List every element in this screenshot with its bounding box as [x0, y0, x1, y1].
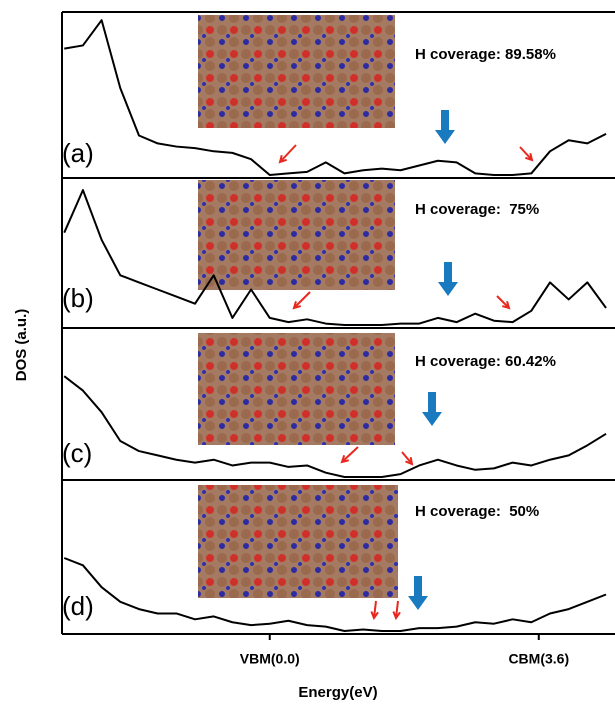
blue-arrow — [408, 576, 428, 610]
blue-arrow — [422, 392, 442, 426]
y-axis-label: DOS (a.u.) — [13, 309, 30, 382]
coverage-annotation: H coverage: 89.58% — [415, 46, 556, 63]
blue-arrow — [438, 262, 458, 296]
structure-inset — [198, 180, 395, 290]
chart: DOS (a.u.) Energy(eV) H coverage: 89.58%… — [0, 0, 615, 704]
x-tick-label: CBM(3.6) — [508, 651, 569, 667]
x-tick-label: VBM(0.0) — [240, 651, 300, 667]
panel-label: (b) — [62, 283, 94, 313]
panel-label: (a) — [62, 138, 94, 168]
x-axis-label: Energy(eV) — [298, 684, 377, 701]
red-arrow — [280, 145, 296, 162]
red-arrow — [342, 447, 358, 462]
structure-inset — [198, 15, 395, 128]
coverage-annotation: H coverage: 75% — [415, 201, 539, 218]
red-arrow — [294, 292, 310, 308]
structure-inset — [198, 485, 398, 598]
blue-arrow — [435, 110, 455, 144]
panel-label: (c) — [62, 438, 92, 468]
coverage-annotation: H coverage: 50% — [415, 503, 539, 520]
structure-inset — [198, 333, 395, 445]
coverage-annotation: H coverage: 60.42% — [415, 353, 556, 370]
panel-label: (d) — [62, 591, 94, 621]
